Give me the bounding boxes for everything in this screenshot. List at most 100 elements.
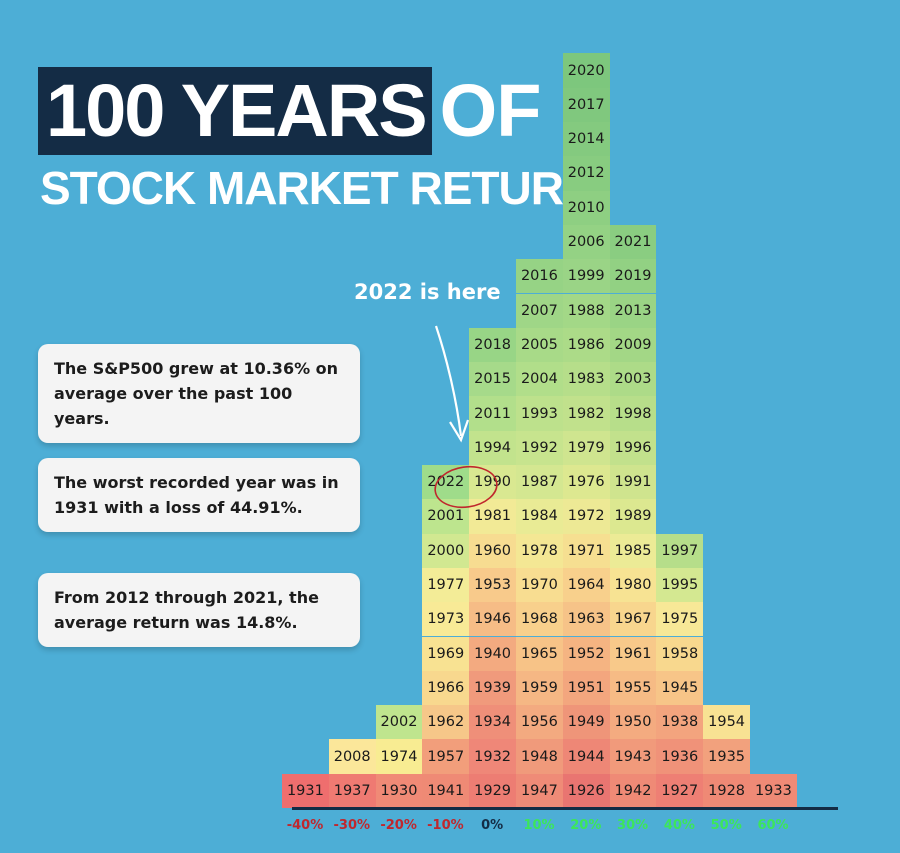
title-of: OF: [439, 69, 542, 152]
year-cell-1973: 1973: [422, 602, 470, 637]
annotation-arrow: [434, 325, 463, 437]
x-tick-label: -10%: [427, 818, 464, 833]
year-cell-2009: 2009: [609, 327, 657, 363]
x-tick-label: -20%: [380, 818, 417, 833]
year-cell-1967: 1967: [609, 602, 657, 637]
year-cell-1948: 1948: [516, 739, 563, 774]
year-cell-1938: 1938: [656, 705, 704, 740]
year-cell-1935: 1935: [703, 739, 750, 774]
year-cell-1946: 1946: [469, 602, 516, 637]
year-cell-1962: 1962: [422, 705, 470, 740]
year-cell-1985: 1985: [609, 533, 657, 568]
year-cell-2008: 2008: [328, 739, 376, 774]
year-cell-1974: 1974: [375, 739, 423, 774]
x-tick-label: 0%: [481, 818, 504, 833]
year-cell-1976: 1976: [562, 465, 610, 500]
year-cell-2017: 2017: [562, 87, 610, 122]
year-cell-2014: 2014: [562, 122, 610, 157]
year-cell-1989: 1989: [609, 499, 657, 534]
year-cell-1957: 1957: [422, 739, 470, 774]
year-cell-1980: 1980: [609, 567, 657, 603]
x-tick-label: 30%: [617, 818, 649, 833]
year-cell-1927: 1927: [656, 773, 704, 808]
year-cell-1959: 1959: [516, 670, 563, 706]
annotation-2022: 2022 is here: [354, 280, 501, 304]
title-line2: STOCK MARKET RETURN: [40, 162, 596, 214]
year-cell-1943: 1943: [609, 739, 657, 774]
year-cell-2002: 2002: [375, 705, 423, 740]
year-cell-1975: 1975: [656, 602, 704, 637]
year-cell-2006: 2006: [562, 224, 610, 260]
year-cell-1950: 1950: [609, 705, 657, 740]
year-cell-1995: 1995: [656, 567, 704, 603]
x-tick-label: 10%: [523, 818, 555, 833]
year-cell-1955: 1955: [609, 670, 657, 706]
year-cell-1978: 1978: [516, 533, 563, 568]
year-cell-1933: 1933: [750, 773, 797, 808]
year-cell-2020: 2020: [562, 53, 610, 88]
year-cell-1942: 1942: [609, 773, 657, 808]
year-cell-2005: 2005: [516, 327, 563, 363]
year-cell-1964: 1964: [562, 567, 610, 603]
year-cell-1953: 1953: [469, 567, 516, 603]
year-cell-1977: 1977: [422, 567, 470, 603]
year-cell-1998: 1998: [609, 396, 657, 431]
x-tick-label: -30%: [333, 818, 371, 833]
year-cell-1982: 1982: [562, 396, 610, 431]
x-tick-label: 40%: [663, 818, 695, 833]
year-cell-1939: 1939: [469, 670, 516, 706]
year-cell-2004: 2004: [516, 362, 563, 397]
year-cell-2010: 2010: [562, 190, 610, 225]
year-cell-1934: 1934: [469, 705, 516, 740]
year-cell-1937: 1937: [328, 773, 376, 808]
x-axis-baseline: [292, 807, 838, 810]
year-cell-1963: 1963: [562, 602, 610, 637]
year-cell-2007: 2007: [516, 293, 563, 328]
year-cell-1986: 1986: [562, 327, 610, 363]
year-cell-2001: 2001: [422, 499, 470, 534]
year-cell-1940: 1940: [469, 636, 516, 671]
year-cell-1999: 1999: [562, 259, 610, 294]
year-cell-2022: 2022: [422, 465, 470, 500]
info-card-worst-year: The worst recorded year was in 1931 with…: [38, 458, 360, 532]
year-cell-1983: 1983: [562, 362, 610, 397]
x-tick-label: -40%: [286, 818, 324, 833]
year-cell-1949: 1949: [562, 705, 610, 740]
year-cell-2011: 2011: [469, 396, 516, 431]
title-line1: 100 YEARS OF: [38, 67, 542, 155]
info-card-recent-average: From 2012 through 2021, the average retu…: [38, 573, 360, 647]
year-cell-2015: 2015: [469, 362, 516, 397]
year-cell-1990: 1990: [469, 465, 516, 500]
year-cell-1997: 1997: [656, 533, 704, 568]
year-cell-1928: 1928: [703, 773, 750, 808]
year-cell-1991: 1991: [609, 465, 657, 500]
year-cell-1981: 1981: [469, 499, 516, 534]
year-cell-2013: 2013: [609, 293, 657, 328]
year-cell-1961: 1961: [609, 636, 657, 671]
year-cell-1966: 1966: [422, 670, 470, 706]
year-cell-2021: 2021: [609, 224, 657, 260]
year-cell-1932: 1932: [469, 739, 516, 774]
title-highlight: 100 YEARS: [38, 67, 432, 155]
year-cell-1936: 1936: [656, 739, 704, 774]
year-cell-1969: 1969: [422, 636, 470, 671]
info-card-average: The S&P500 grew at 10.36% on average ove…: [38, 344, 360, 443]
year-cell-2012: 2012: [562, 156, 610, 191]
year-cell-1984: 1984: [516, 499, 563, 534]
year-cell-1968: 1968: [516, 602, 563, 637]
year-cell-2016: 2016: [516, 259, 563, 294]
year-cell-1931: 1931: [282, 773, 329, 808]
year-cell-1972: 1972: [562, 499, 610, 534]
year-cell-1951: 1951: [562, 670, 610, 706]
year-cell-1988: 1988: [562, 293, 610, 328]
year-cell-1954: 1954: [703, 705, 750, 740]
year-cell-1993: 1993: [516, 396, 563, 431]
year-cell-1965: 1965: [516, 636, 563, 671]
year-cell-1960: 1960: [469, 533, 516, 568]
year-cell-1952: 1952: [562, 636, 610, 671]
year-cell-2000: 2000: [422, 533, 470, 568]
year-cell-2003: 2003: [609, 362, 657, 397]
year-cell-1926: 1926: [562, 773, 610, 808]
year-cell-1987: 1987: [516, 465, 563, 500]
year-cell-1930: 1930: [375, 773, 423, 808]
